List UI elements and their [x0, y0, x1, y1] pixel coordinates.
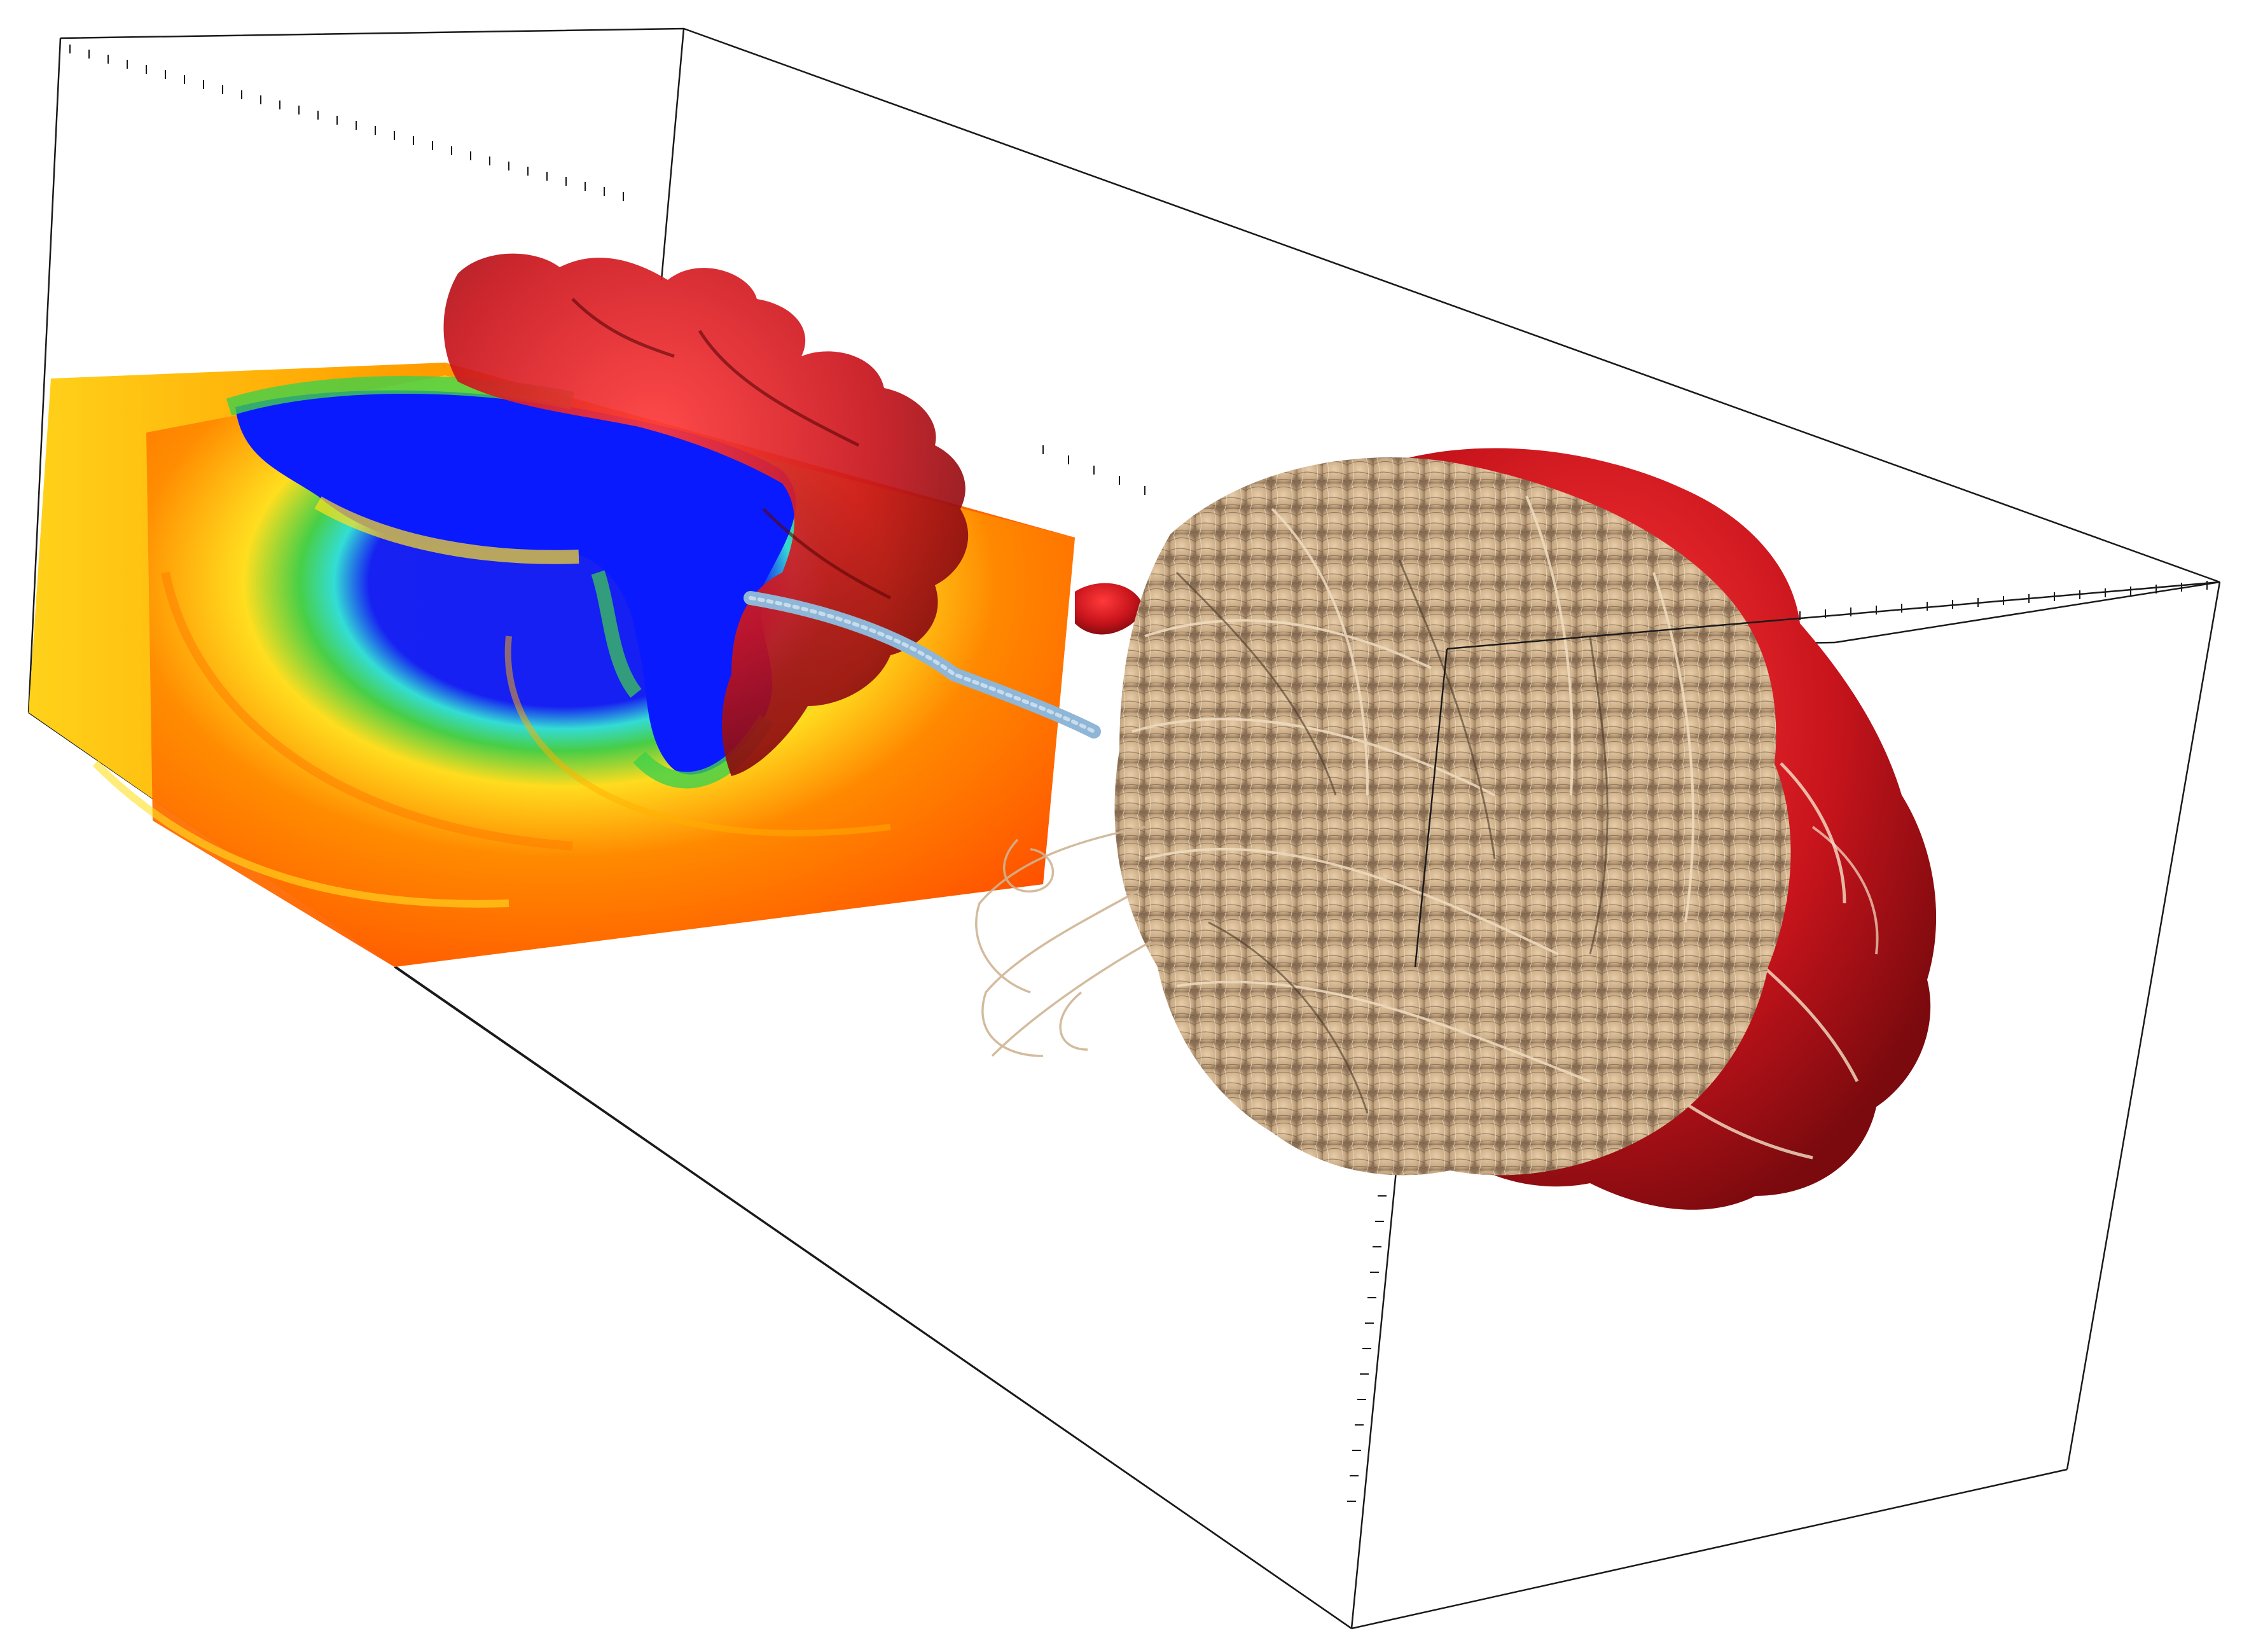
streamline-bundle — [975, 457, 1791, 1176]
bounding-box-front — [1414, 581, 2220, 968]
axis-ticks — [69, 45, 2208, 1502]
blue-region — [235, 390, 796, 775]
jet-tube — [744, 591, 1101, 739]
